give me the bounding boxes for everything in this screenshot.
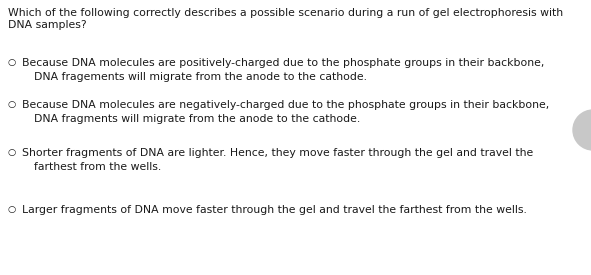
Text: Larger fragments of DNA move faster through the gel and travel the farthest from: Larger fragments of DNA move faster thro… (22, 205, 527, 215)
Text: Because DNA molecules are positively-charged due to the phosphate groups in thei: Because DNA molecules are positively-cha… (22, 58, 544, 68)
Text: DNA fragements will migrate from the anode to the cathode.: DNA fragements will migrate from the ano… (34, 72, 367, 82)
Text: Shorter fragments of DNA are lighter. Hence, they move faster through the gel an: Shorter fragments of DNA are lighter. He… (22, 148, 533, 158)
Text: ○: ○ (8, 148, 16, 157)
Text: farthest from the wells.: farthest from the wells. (34, 162, 161, 172)
Text: ○: ○ (8, 100, 16, 109)
Text: ○: ○ (8, 58, 16, 67)
Text: DNA fragments will migrate from the anode to the cathode.: DNA fragments will migrate from the anod… (34, 114, 361, 124)
Text: Which of the following correctly describes a possible scenario during a run of g: Which of the following correctly describ… (8, 8, 563, 30)
Text: Because DNA molecules are negatively-charged due to the phosphate groups in thei: Because DNA molecules are negatively-cha… (22, 100, 549, 110)
Circle shape (573, 110, 591, 150)
Text: ○: ○ (8, 205, 16, 214)
